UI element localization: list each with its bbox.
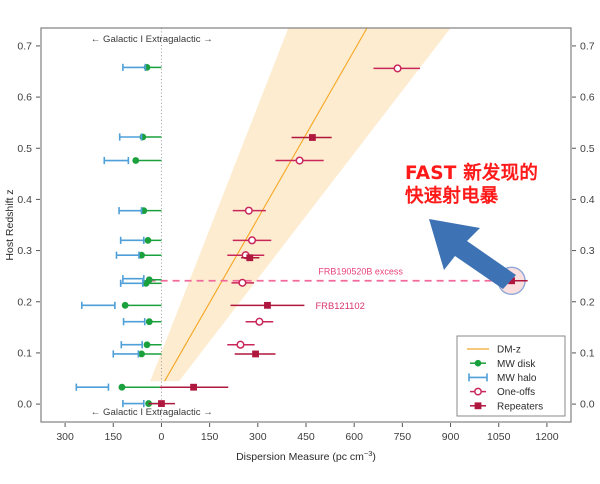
y-tick-label-left: 0.1 (17, 348, 32, 360)
y-tick-label-left: 0.6 (17, 92, 32, 104)
arrow-shape (429, 219, 516, 289)
frb190520b-excess-label: FRB190520B excess (318, 266, 403, 276)
x-tick-label: 300 (56, 431, 74, 443)
mw-disk-point (138, 251, 145, 259)
series-mw-disk (118, 64, 162, 407)
plot-frame (40, 27, 572, 423)
one-off-point (295, 156, 304, 165)
x-tick-label: 750 (394, 431, 412, 443)
legend-item-label: MW halo (497, 373, 537, 384)
data-series-group (75, 63, 528, 408)
y-axis-title: Host Redshift z (4, 189, 16, 260)
mw-disk-point (144, 236, 152, 244)
legend-item-one-offs[interactable]: One-offs (470, 387, 535, 398)
frb121102-label: FRB121102 (315, 300, 364, 311)
legend-item-repeaters[interactable]: Repeaters (470, 401, 543, 412)
blue-down-right-arrow (429, 219, 516, 289)
one-off-point (393, 64, 402, 73)
repeater-point (508, 277, 515, 285)
y-tick-label-right: 0.5 (580, 143, 595, 155)
series-one-offs (227, 64, 421, 349)
x-tick-label: 600 (345, 431, 363, 443)
legend-item-label: Repeaters (497, 401, 543, 412)
legend-item-label: DM-z (497, 345, 521, 356)
x-tick-label: 150 (105, 431, 123, 443)
one-off-point (236, 340, 245, 349)
y-tick-label-left: 0.0 (17, 399, 32, 411)
direction-label-top: ← Galactic I Extragalactic → (91, 34, 213, 45)
one-off-point (247, 236, 257, 245)
annotation-fast-discovery: FAST 新发现的 快速射电暴 (405, 163, 539, 207)
legend: DM-z MW disk MW halo One-offs Repeaters (456, 335, 566, 417)
y-tick-label-right: 0.4 (580, 194, 595, 206)
one-off-point (244, 206, 253, 215)
y-tick-label-left: 0.5 (17, 143, 32, 155)
y-tick-label-right: 0.1 (580, 348, 595, 360)
y-tick-label-right: 0.6 (580, 92, 595, 104)
y-tick-label-right: 0.2 (580, 296, 595, 308)
mw-disk-point (118, 383, 126, 391)
y-tick-label-left: 0.7 (17, 41, 32, 53)
series-mw-halo (75, 63, 147, 408)
axes-group: 300 150 0 150 300 450 600 750 900 1050 1200 0.0 0.0 0… (17, 41, 594, 443)
repeater-point (190, 383, 197, 391)
y-tick-label-right: 0.7 (580, 41, 595, 53)
x-tick-label: 1050 (487, 431, 511, 443)
mw-disk-point (138, 350, 145, 358)
repeater-point (264, 301, 271, 309)
mw-disk-point (121, 301, 129, 309)
dm-z-relation-line (164, 27, 368, 382)
x-tick-label: 1200 (535, 431, 559, 443)
direction-label-bottom: ← Galactic I Extragalactic → (91, 407, 213, 418)
y-tick-label-left: 0.4 (17, 194, 32, 206)
x-tick-label: 450 (297, 431, 315, 443)
x-tick-label: 0 (159, 431, 165, 443)
legend-open-circle-icon (474, 387, 482, 396)
y-tick-label-left: 0.2 (17, 296, 32, 308)
repeater-point (246, 254, 254, 262)
legend-item-label: MW disk (497, 359, 536, 370)
legend-item-mw-halo[interactable]: MW halo (468, 373, 537, 384)
legend-item-label: One-offs (497, 387, 535, 398)
legend-item-dm-z[interactable]: DM-z (467, 345, 521, 356)
repeater-point (309, 134, 316, 141)
y-tick-label-right: 0.0 (580, 399, 595, 411)
one-off-point (255, 317, 264, 326)
repeater-point (158, 400, 165, 407)
y-tick-label-right: 0.3 (580, 245, 595, 257)
legend-item-mw-disk[interactable]: MW disk (470, 359, 536, 370)
x-tick-label: 300 (249, 431, 267, 443)
one-off-point (238, 278, 247, 287)
x-tick-label: 900 (442, 431, 460, 443)
legend-filled-circle-icon (474, 359, 482, 367)
x-tick-label: 150 (201, 431, 219, 443)
repeater-point (252, 350, 259, 358)
x-axis-title: Dispersion Measure (pc cm−3) (236, 449, 376, 463)
mw-disk-point (132, 157, 140, 164)
y-tick-label-left: 0.3 (17, 245, 32, 257)
mw-disk-point (145, 318, 153, 326)
mw-disk-point (143, 341, 151, 349)
dm-z-scatter-band (150, 28, 451, 382)
legend-filled-square-icon (474, 402, 482, 410)
